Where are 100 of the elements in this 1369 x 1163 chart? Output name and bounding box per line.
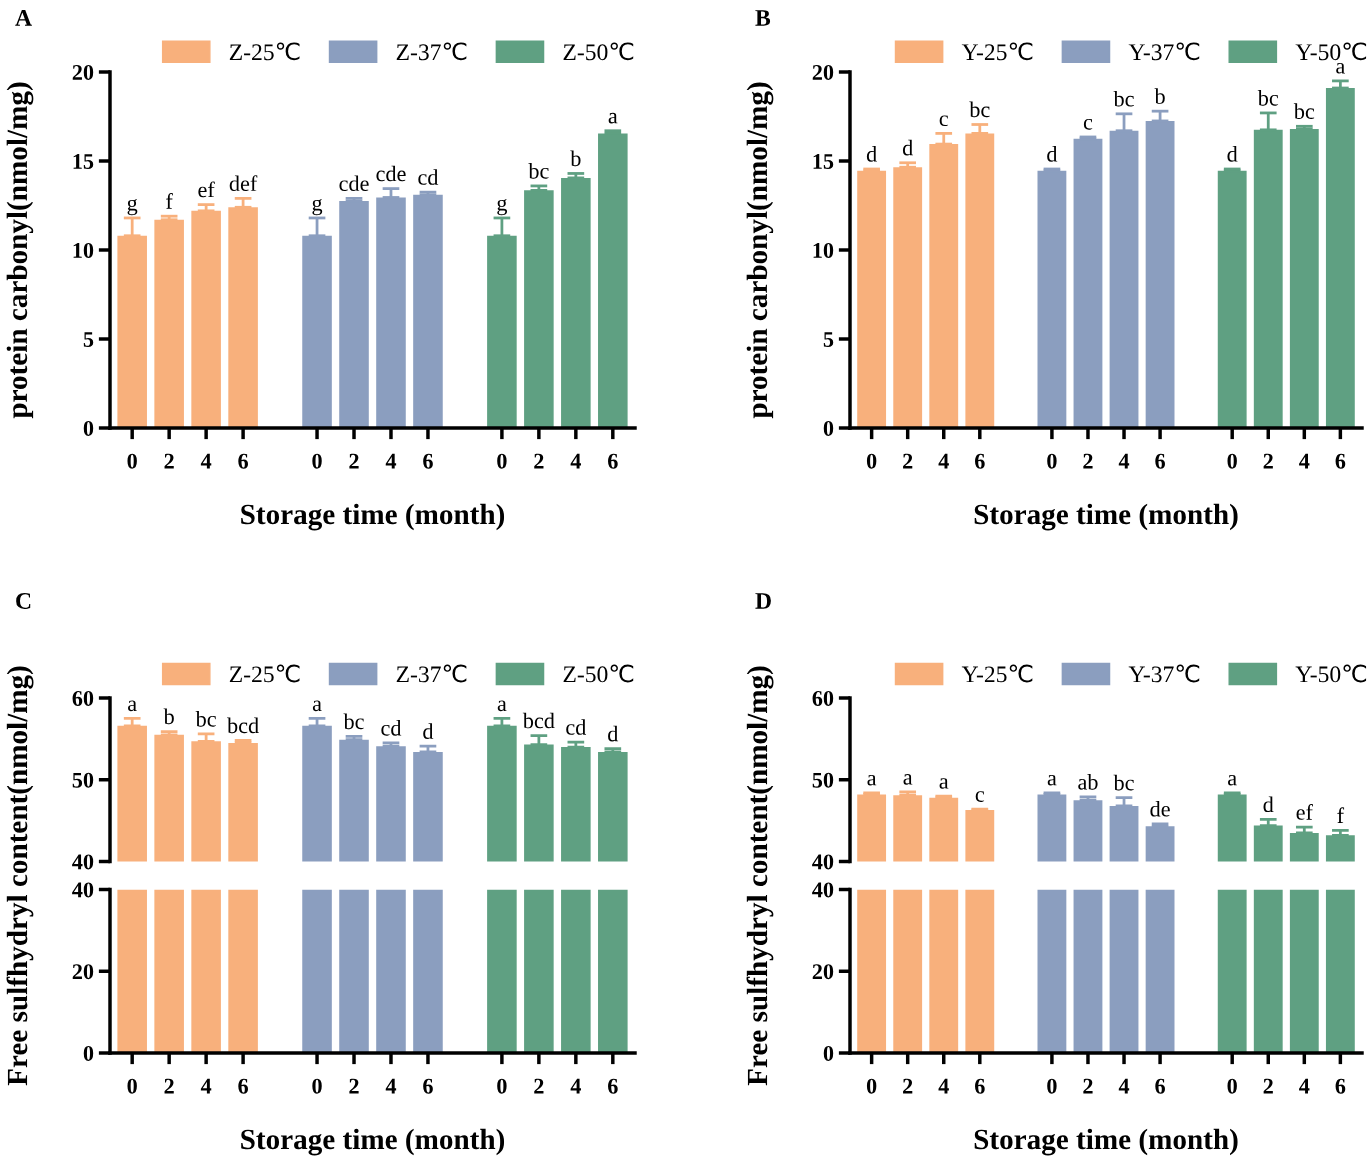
data-label: cd bbox=[566, 719, 587, 735]
y-tick-label: 40 bbox=[72, 854, 94, 870]
x-axis-title: Storage time (month) bbox=[974, 1128, 1238, 1156]
y-axis-title: protein carbonyl(nmol/mg) bbox=[6, 82, 34, 419]
x-tick-label: 6 bbox=[423, 1078, 433, 1094]
x-tick-label: 2 bbox=[534, 1078, 544, 1094]
bar bbox=[413, 194, 443, 428]
data-label: g bbox=[312, 198, 323, 216]
y-tick-label: 20 bbox=[72, 964, 94, 980]
x-tick-label: 6 bbox=[608, 453, 618, 469]
data-label: a bbox=[1228, 774, 1237, 786]
x-tick-label: 4 bbox=[1299, 453, 1310, 469]
y-tick-label: 50 bbox=[812, 772, 834, 788]
x-tick-label: 4 bbox=[1299, 1078, 1310, 1094]
y-tick-label: 5 bbox=[823, 332, 834, 347]
x-tick-label: 4 bbox=[200, 453, 212, 469]
data-label: bc bbox=[1113, 90, 1134, 107]
data-label: c bbox=[1083, 118, 1093, 130]
x-tick-label: 2 bbox=[1083, 453, 1093, 469]
y-tick-label: 0 bbox=[83, 1045, 94, 1061]
x-tick-label: 2 bbox=[164, 453, 174, 469]
bar bbox=[1217, 170, 1247, 428]
data-label: b bbox=[163, 708, 174, 725]
legend-label: Y-37℃ bbox=[1128, 664, 1200, 683]
data-label: cd bbox=[381, 720, 402, 736]
data-label: d bbox=[1263, 796, 1274, 813]
x-tick-label: 2 bbox=[903, 453, 913, 469]
legend-label: Z-50℃ bbox=[563, 664, 634, 683]
y-tick-label: 5 bbox=[83, 332, 94, 347]
x-tick-label: 0 bbox=[1047, 1078, 1057, 1094]
bar bbox=[1109, 130, 1139, 428]
data-label: cd bbox=[418, 169, 439, 185]
data-label: c bbox=[939, 115, 948, 127]
data-label: d bbox=[1227, 146, 1238, 162]
data-label: a bbox=[903, 774, 913, 785]
x-tick-label: 0 bbox=[1227, 1078, 1237, 1094]
bar bbox=[376, 197, 406, 428]
y-tick-label: 60 bbox=[812, 690, 834, 706]
x-tick-label: 6 bbox=[238, 453, 248, 469]
x-tick-label: 2 bbox=[349, 1078, 359, 1094]
x-tick-label: 0 bbox=[127, 1078, 137, 1094]
x-tick-label: 2 bbox=[1263, 453, 1273, 469]
x-tick-label: 6 bbox=[423, 453, 433, 469]
y-tick-label: 20 bbox=[812, 64, 834, 80]
bar bbox=[524, 190, 554, 428]
x-tick-label: 0 bbox=[866, 453, 877, 469]
x-axis-title: Storage time (month) bbox=[974, 503, 1238, 531]
bar bbox=[857, 170, 887, 428]
y-tick-label: 15 bbox=[73, 154, 94, 169]
x-tick-label: 6 bbox=[1155, 1078, 1165, 1094]
x-tick-label: 4 bbox=[570, 1078, 581, 1094]
bar bbox=[1325, 88, 1355, 428]
data-label: ef bbox=[198, 181, 215, 198]
bar bbox=[339, 201, 369, 428]
legend-label: Z-25℃ bbox=[229, 664, 300, 683]
x-tick-label: 6 bbox=[238, 1078, 248, 1094]
x-tick-label: 0 bbox=[1047, 453, 1057, 469]
chart-title: B bbox=[755, 10, 771, 26]
y-axis-title: Free sulfhydryl content(nmol/mg) bbox=[6, 666, 34, 1086]
data-label: bcd bbox=[227, 717, 259, 734]
x-tick-label: 4 bbox=[385, 1078, 397, 1094]
data-label: bc bbox=[1257, 90, 1279, 106]
data-label: b bbox=[570, 150, 581, 167]
data-label: d bbox=[608, 725, 619, 742]
y-tick-label: 20 bbox=[812, 964, 834, 980]
bar bbox=[929, 144, 959, 428]
x-tick-label: 2 bbox=[903, 1078, 913, 1094]
bar bbox=[154, 219, 184, 428]
x-tick-label: 0 bbox=[1227, 453, 1237, 469]
x-tick-label: 0 bbox=[497, 453, 507, 469]
data-label: a bbox=[1336, 62, 1345, 74]
data-label: d bbox=[866, 146, 877, 162]
bar bbox=[598, 133, 628, 428]
legend-label: Y-25℃ bbox=[961, 664, 1033, 683]
x-tick-label: 4 bbox=[200, 1078, 212, 1094]
data-label: d bbox=[902, 139, 913, 156]
legend-label: Y-50℃ bbox=[1295, 664, 1367, 683]
y-tick-label: 50 bbox=[72, 772, 94, 788]
data-label: f bbox=[1337, 807, 1345, 823]
bar bbox=[1037, 170, 1067, 428]
data-label: b bbox=[1154, 88, 1165, 104]
x-tick-label: 6 bbox=[1335, 1078, 1346, 1094]
bar bbox=[965, 133, 995, 428]
x-tick-label: 6 bbox=[975, 1078, 985, 1094]
bar bbox=[1145, 120, 1175, 428]
legend-label: Y-37℃ bbox=[1128, 42, 1200, 61]
y-tick-label: 10 bbox=[73, 242, 94, 258]
bar bbox=[1253, 129, 1283, 428]
data-label: a bbox=[867, 774, 877, 786]
data-label: bc bbox=[1113, 774, 1134, 791]
x-tick-label: 4 bbox=[1118, 1078, 1130, 1094]
bar bbox=[487, 235, 517, 428]
x-tick-label: 2 bbox=[349, 453, 359, 469]
bar bbox=[561, 177, 591, 428]
legend-label: Z-25℃ bbox=[229, 42, 300, 61]
data-label: a bbox=[608, 112, 618, 124]
x-tick-label: 0 bbox=[312, 453, 322, 469]
legend-label: Z-37℃ bbox=[396, 42, 467, 61]
data-label: cde bbox=[376, 165, 406, 182]
legend-label: Z-37℃ bbox=[396, 664, 467, 683]
